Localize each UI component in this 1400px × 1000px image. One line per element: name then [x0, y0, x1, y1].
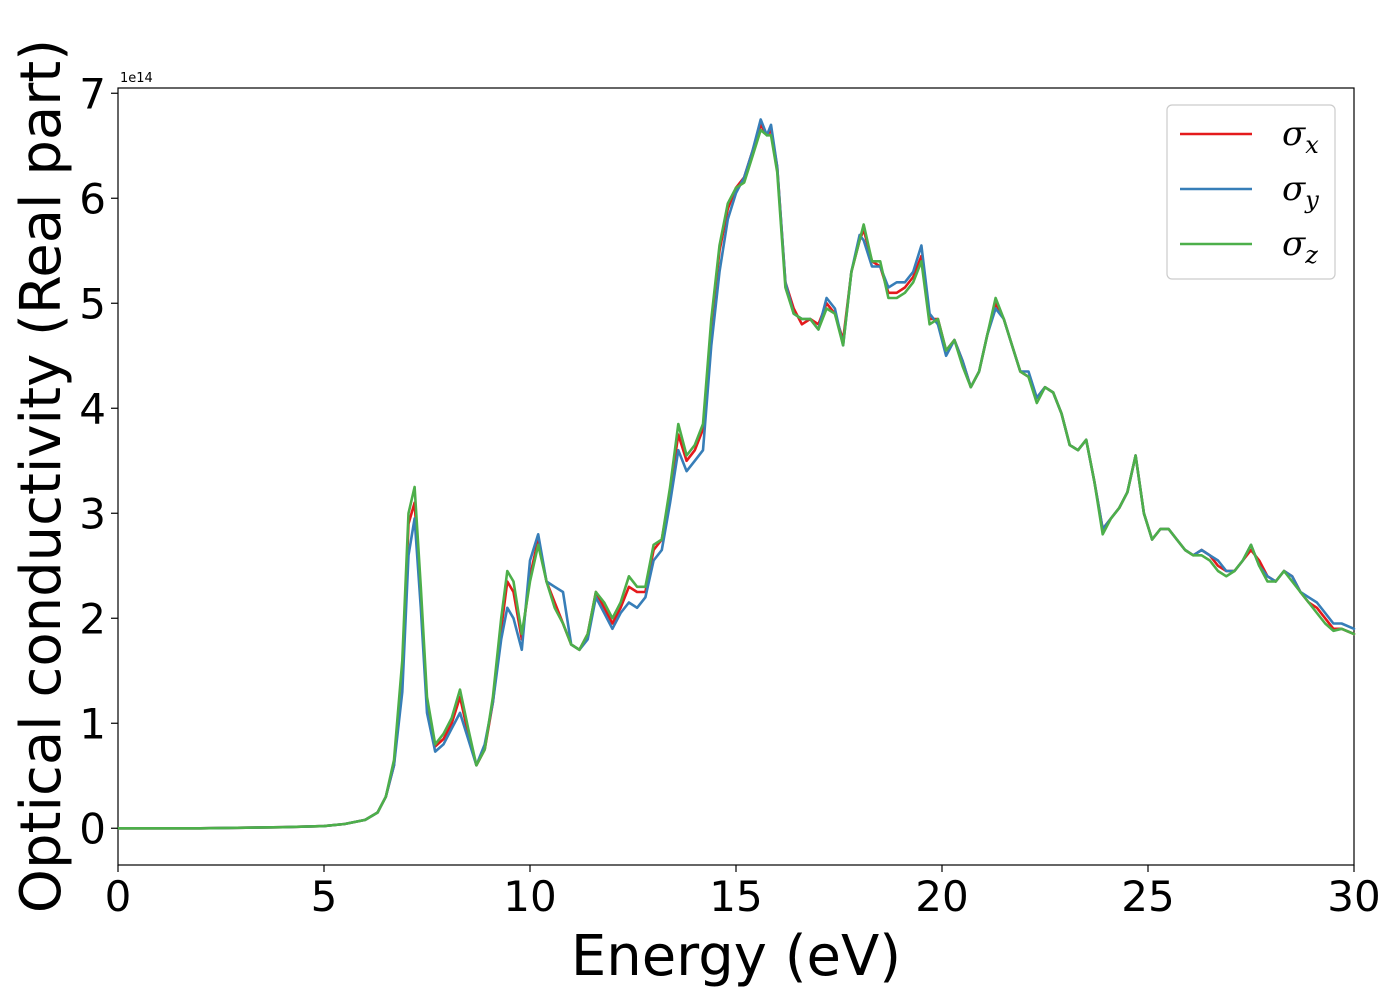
y-tick-label: 4	[79, 384, 106, 433]
x-tick-label: 5	[311, 872, 338, 921]
y-tick-label: 0	[79, 804, 106, 853]
x-tick-label: 30	[1327, 872, 1380, 921]
x-tick-label: 25	[1121, 872, 1174, 921]
y-axis-title: Optical conductivity (Real part)	[9, 39, 74, 913]
legend-subscript-x: x	[1305, 131, 1319, 159]
y-tick-label: 7	[79, 69, 106, 118]
y-tick-label: 1	[79, 699, 106, 748]
x-tick-label: 15	[709, 872, 762, 921]
legend-frame	[1166, 104, 1336, 280]
y-offset-label: 1e14	[120, 71, 153, 86]
x-tick-label: 10	[503, 872, 556, 921]
y-tick-label: 3	[79, 489, 106, 538]
legend-subscript-y: y	[1304, 186, 1319, 214]
y-tick-label: 6	[79, 174, 106, 223]
y-axis-ticks: 0 1 2 3 4 5 6 7	[79, 69, 118, 853]
x-tick-label: 20	[915, 872, 968, 921]
legend-subscript-z: z	[1304, 241, 1318, 269]
series-layer	[116, 118, 1356, 830]
x-axis-ticks: 0 5 10 15 20 25 30	[105, 865, 1381, 921]
x-axis-title: Energy (eV)	[571, 924, 901, 989]
x-tick-label: 0	[105, 872, 132, 921]
series-line-z	[116, 128, 1356, 830]
y-tick-label: 2	[79, 594, 106, 643]
y-tick-label: 5	[79, 279, 106, 328]
